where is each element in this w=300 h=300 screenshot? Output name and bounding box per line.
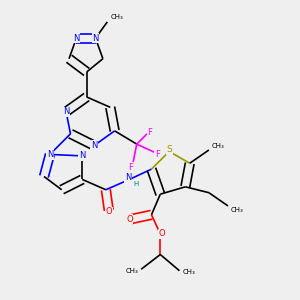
Text: F: F <box>155 150 160 159</box>
Text: CH₃: CH₃ <box>230 207 243 213</box>
Text: CH₃: CH₃ <box>211 142 224 148</box>
Text: CH₃: CH₃ <box>182 269 195 275</box>
Text: O: O <box>158 230 165 238</box>
Text: O: O <box>106 207 112 216</box>
Text: N: N <box>47 150 53 159</box>
Text: N: N <box>91 141 97 150</box>
Text: N: N <box>92 34 99 43</box>
Text: CH₃: CH₃ <box>110 14 123 20</box>
Text: O: O <box>126 215 133 224</box>
Text: F: F <box>148 128 152 137</box>
Text: N: N <box>63 107 69 116</box>
Text: CH₃: CH₃ <box>125 268 138 274</box>
Text: N: N <box>79 152 85 160</box>
Text: H: H <box>133 181 139 187</box>
Text: S: S <box>166 146 172 154</box>
Text: F: F <box>128 163 133 172</box>
Text: N: N <box>73 34 80 43</box>
Text: N: N <box>125 173 131 182</box>
